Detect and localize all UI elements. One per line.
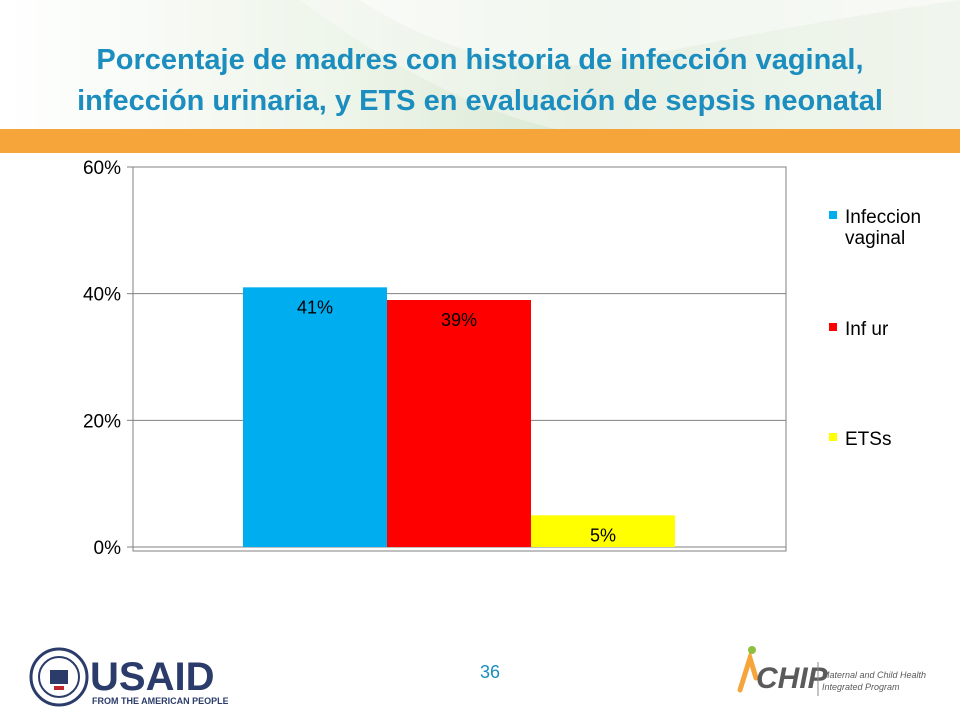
data-label: 5% bbox=[590, 525, 616, 545]
chart-title: Porcentaje de madres con historia de inf… bbox=[0, 40, 960, 122]
header-decoration bbox=[0, 0, 960, 130]
y-tick-label: 40% bbox=[83, 285, 121, 306]
legend-label: Infeccion bbox=[845, 207, 921, 228]
header-band bbox=[0, 129, 960, 153]
usaid-wordmark: USAID bbox=[90, 655, 214, 699]
page-number: 36 bbox=[479, 662, 501, 682]
usaid-logo: USAID FROM THE AMERICAN PEOPLE bbox=[29, 647, 228, 707]
legend-label: vaginal bbox=[845, 228, 905, 249]
bar bbox=[387, 300, 531, 547]
y-tick-label: 0% bbox=[94, 538, 122, 559]
data-label: 41% bbox=[297, 297, 333, 317]
legend-label: Inf ur bbox=[845, 319, 889, 340]
chip-wordmark: CHIP bbox=[756, 662, 829, 695]
bar bbox=[531, 515, 675, 547]
legend-label: ETSs bbox=[845, 429, 891, 450]
chip-tagline-1: Maternal and Child Health bbox=[822, 670, 926, 680]
y-tick-label: 60% bbox=[83, 158, 121, 179]
chip-tagline-2: Integrated Program bbox=[822, 682, 900, 692]
y-tick-label: 20% bbox=[83, 411, 121, 432]
data-label: 39% bbox=[441, 310, 477, 330]
chip-logo: CHIP Maternal and Child Health Integrate… bbox=[737, 646, 926, 696]
title-line-2: infección urinaria, y ETS en evaluación … bbox=[77, 85, 883, 117]
usaid-tagline: FROM THE AMERICAN PEOPLE bbox=[92, 696, 228, 706]
legend-swatch bbox=[829, 211, 837, 219]
bar bbox=[243, 287, 387, 547]
legend-swatch bbox=[829, 433, 837, 441]
legend-swatch bbox=[829, 323, 837, 331]
title-line-1: Porcentaje de madres con historia de inf… bbox=[96, 44, 864, 76]
